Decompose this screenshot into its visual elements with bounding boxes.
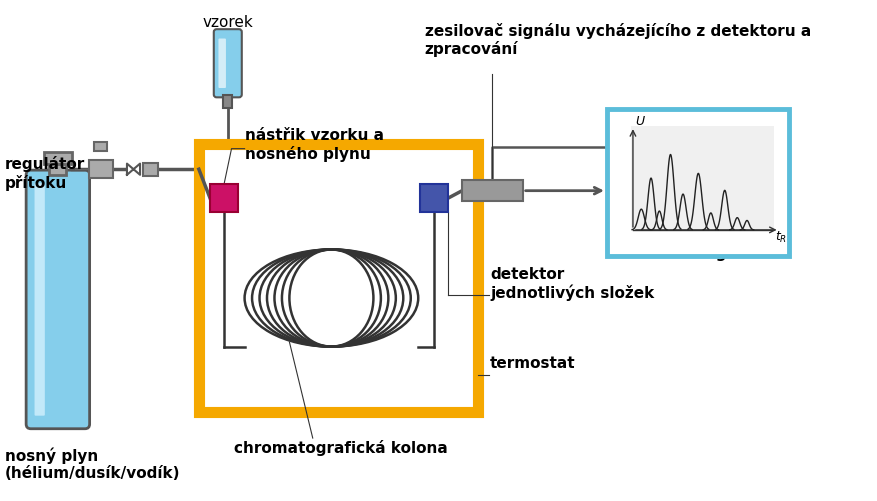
Text: chromatogram: chromatogram (634, 245, 760, 261)
Bar (94, 142, 107, 151)
Text: zesilovač signálu vycházejícího z detektoru a
zpracování: zesilovač signálu vycházejícího z detekt… (424, 23, 810, 57)
Bar (198, 144, 477, 412)
Bar (49, 156, 66, 175)
Bar (210, 184, 238, 212)
FancyBboxPatch shape (213, 29, 241, 97)
FancyBboxPatch shape (34, 183, 45, 416)
Bar (89, 160, 113, 178)
FancyBboxPatch shape (218, 39, 225, 88)
Text: $t_R$: $t_R$ (774, 230, 787, 245)
Text: U: U (635, 115, 644, 128)
Bar (606, 109, 788, 256)
Text: detektor
jednotlivých složek: detektor jednotlivých složek (489, 267, 653, 301)
Text: termostat: termostat (489, 356, 575, 371)
Bar (44, 152, 72, 164)
FancyBboxPatch shape (26, 170, 89, 429)
Bar (223, 95, 232, 108)
Text: regulátor
přítoku: regulátor přítoku (4, 156, 85, 191)
Bar (631, 126, 773, 230)
Text: vzorek: vzorek (203, 15, 253, 30)
Text: nástřik vzorku a
nosného plynu: nástřik vzorku a nosného plynu (245, 128, 383, 162)
Bar (419, 184, 447, 212)
Text: chromatografická kolona: chromatografická kolona (233, 440, 447, 456)
Text: nosný plyn
(hélium/dusík/vodík): nosný plyn (hélium/dusík/vodík) (4, 447, 180, 481)
Bar (461, 180, 522, 201)
Bar (143, 163, 158, 176)
